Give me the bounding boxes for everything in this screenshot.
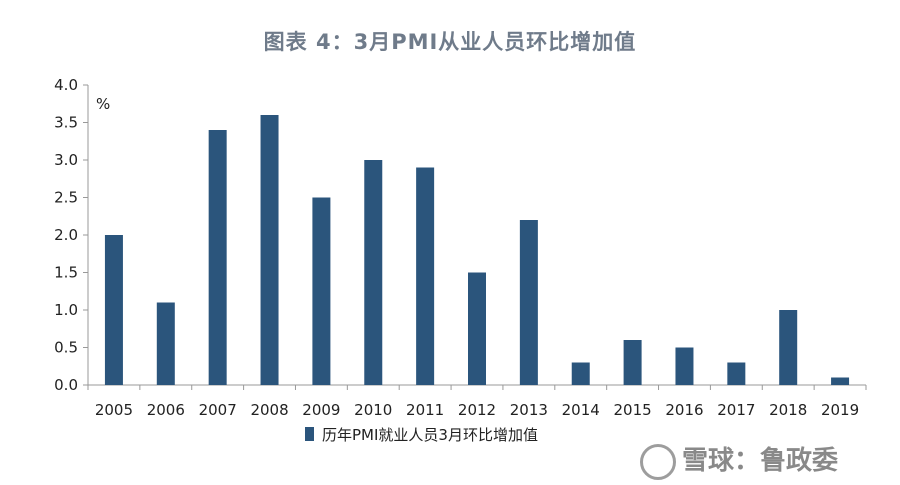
bar <box>260 115 279 385</box>
y-tick-label: 0.0 <box>54 376 78 394</box>
x-tick-label: 2018 <box>769 401 807 419</box>
y-unit-label: % <box>96 95 110 113</box>
y-tick-label: 2.0 <box>54 226 78 244</box>
x-tick-label: 2019 <box>821 401 859 419</box>
bar <box>156 302 175 385</box>
y-tick-label: 0.5 <box>54 339 78 357</box>
y-tick-label: 2.5 <box>54 189 78 207</box>
y-tick-label: 4.0 <box>54 76 78 94</box>
y-tick-label: 1.5 <box>54 264 78 282</box>
x-tick-label: 2014 <box>562 401 600 419</box>
bar <box>208 130 227 385</box>
bar <box>675 347 694 385</box>
y-axis: 0.0 0.5 1.0 1.5 2.0 2.5 3.0 3.5 4.0 <box>54 76 89 394</box>
x-tick-label: 2015 <box>614 401 652 419</box>
y-tick-label: 1.0 <box>54 301 78 319</box>
x-tick-label: 2009 <box>302 401 340 419</box>
chart-title: 图表 4：3月PMI从业人员环比增加值 <box>263 30 637 54</box>
legend: 历年PMI就业人员3月环比增加值 <box>305 426 538 444</box>
watermark-text: 雪球：鲁政委 <box>682 446 839 476</box>
y-tick-label: 3.0 <box>54 151 78 169</box>
bar <box>831 377 850 385</box>
y-tick-label: 3.5 <box>54 114 78 132</box>
x-tick-label: 2011 <box>406 401 444 419</box>
bar <box>623 340 642 385</box>
bar <box>571 362 590 385</box>
bar <box>519 220 538 385</box>
bar <box>779 310 798 385</box>
x-tick-label: 2013 <box>510 401 548 419</box>
bar <box>312 197 331 385</box>
x-tick-label: 2006 <box>147 401 185 419</box>
x-tick-label: 2005 <box>95 401 133 419</box>
x-tick-label: 2017 <box>717 401 755 419</box>
legend-swatch <box>305 427 314 441</box>
bar <box>468 272 486 385</box>
watermark: 雪球：鲁政委 <box>640 440 838 480</box>
bar <box>104 235 123 385</box>
x-axis: 2005 2006 2007 2008 2009 2010 2011 2012 2013 2014… <box>87 384 867 419</box>
x-tick-label: 2007 <box>199 401 237 419</box>
bar <box>364 160 383 385</box>
x-tick-label: 2008 <box>250 401 288 419</box>
bars <box>104 115 850 385</box>
x-tick-label: 2012 <box>458 401 496 419</box>
snowball-logo-icon <box>640 443 676 480</box>
bar <box>416 167 435 385</box>
bar <box>727 362 746 385</box>
x-tick-label: 2010 <box>354 401 392 419</box>
x-tick-label: 2016 <box>665 401 703 419</box>
legend-label: 历年PMI就业人员3月环比增加值 <box>322 426 538 444</box>
